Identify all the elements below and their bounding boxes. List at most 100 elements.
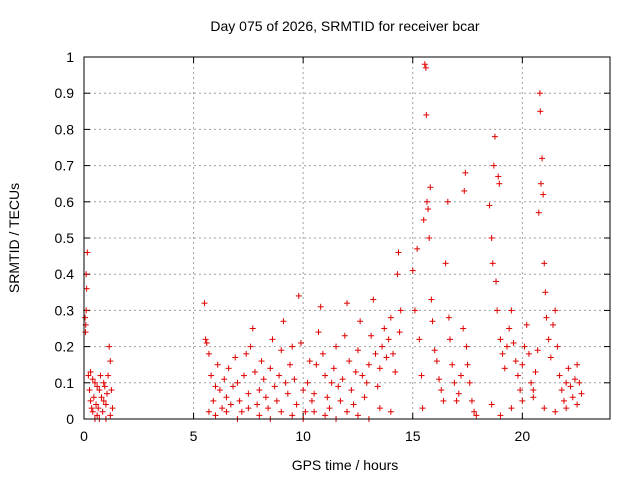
data-point — [370, 296, 377, 303]
data-point — [87, 397, 94, 404]
data-point — [462, 169, 469, 176]
data-point — [547, 354, 554, 361]
data-point — [535, 209, 542, 216]
data-point — [420, 216, 427, 223]
data-point — [94, 383, 101, 390]
data-point — [91, 379, 98, 386]
data-point — [537, 180, 544, 187]
data-point — [357, 318, 364, 325]
data-point — [471, 408, 478, 415]
data-point — [83, 285, 90, 292]
data-point — [245, 405, 252, 412]
y-tick-label: 1 — [66, 49, 74, 65]
data-point — [463, 343, 470, 350]
data-point — [563, 405, 570, 412]
x-tick-label: 0 — [80, 428, 88, 444]
data-point — [94, 412, 101, 419]
data-point — [88, 405, 95, 412]
data-point — [427, 184, 434, 191]
y-tick-label: 0.1 — [55, 375, 75, 391]
y-tick-label: 0.2 — [55, 339, 75, 355]
data-point — [352, 368, 359, 375]
data-point — [256, 412, 263, 419]
data-point — [525, 350, 532, 357]
y-axis-label: SRMTID / TECUs — [6, 183, 22, 293]
data-point — [444, 198, 451, 205]
data-point — [523, 321, 530, 328]
data-point — [256, 387, 263, 394]
y-tick-label: 0.6 — [55, 194, 75, 210]
data-point — [486, 202, 493, 209]
data-point — [565, 365, 572, 372]
data-point — [508, 405, 515, 412]
data-point — [82, 329, 89, 336]
data-point — [100, 397, 107, 404]
data-point — [567, 383, 574, 390]
data-point — [311, 408, 318, 415]
data-point — [578, 390, 585, 397]
data-point — [574, 361, 581, 368]
data-point — [96, 387, 103, 394]
data-point — [363, 379, 370, 386]
data-point — [512, 358, 519, 365]
data-point — [419, 405, 426, 412]
data-point — [530, 394, 537, 401]
data-point — [442, 260, 449, 267]
data-point — [421, 61, 428, 68]
data-point — [106, 343, 113, 350]
data-point — [201, 300, 208, 307]
data-point — [227, 401, 234, 408]
data-point — [455, 390, 462, 397]
data-point — [438, 387, 445, 394]
data-point — [317, 303, 324, 310]
data-point — [300, 387, 307, 394]
data-point — [550, 321, 557, 328]
data-point — [322, 412, 329, 419]
data-point — [460, 325, 467, 332]
data-point — [98, 394, 105, 401]
data-point — [376, 405, 383, 412]
y-tick-label: 0.5 — [55, 230, 75, 246]
data-point — [302, 408, 309, 415]
data-point — [372, 350, 379, 357]
data-point — [350, 401, 357, 408]
data-point — [541, 405, 548, 412]
data-point — [530, 387, 537, 394]
data-point — [101, 383, 108, 390]
data-point — [361, 394, 368, 401]
data-point — [418, 372, 425, 379]
data-point — [490, 162, 497, 169]
data-point — [569, 394, 576, 401]
data-point — [411, 307, 418, 314]
data-point — [93, 401, 100, 408]
data-point — [457, 372, 464, 379]
data-point — [280, 318, 287, 325]
data-point — [107, 358, 114, 365]
data-point — [499, 350, 506, 357]
data-point — [216, 387, 223, 394]
data-point — [82, 314, 89, 321]
axis-ticks: 00.10.20.30.40.50.60.70.80.910 5 10 15 20 — [55, 49, 610, 444]
data-point — [84, 249, 91, 256]
data-point — [328, 379, 335, 386]
data-point — [539, 155, 546, 162]
data-point — [90, 394, 97, 401]
data-point — [245, 390, 252, 397]
data-point — [287, 361, 294, 368]
data-point — [326, 405, 333, 412]
data-point — [289, 412, 296, 419]
data-point — [348, 387, 355, 394]
data-point — [89, 408, 96, 415]
data-point — [571, 376, 578, 383]
data-point — [219, 405, 226, 412]
y-tick-label: 0.7 — [55, 158, 75, 174]
data-point — [387, 314, 394, 321]
data-point — [521, 343, 528, 350]
data-point — [289, 343, 296, 350]
data-point — [308, 397, 315, 404]
chart-title: Day 075 of 2026, SRMTID for receiver bca… — [210, 18, 480, 34]
data-point — [376, 365, 383, 372]
data-point — [445, 314, 452, 321]
data-point — [99, 408, 106, 415]
